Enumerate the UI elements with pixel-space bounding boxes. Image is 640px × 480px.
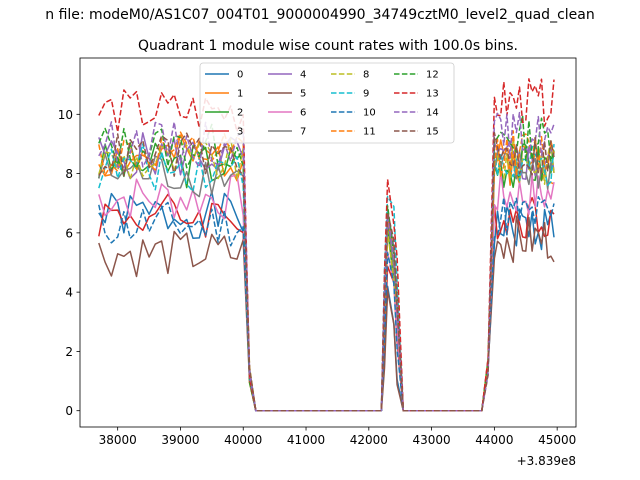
x-tick-label: 41000 [287, 433, 325, 447]
x-axis: 38000 39000 40000 41000 42000 43000 44000 45000 [99, 427, 576, 447]
series-line-14 [98, 111, 555, 412]
series-layer [98, 78, 555, 412]
legend-label-3: 3 [237, 127, 243, 138]
legend-label-7: 7 [300, 127, 306, 138]
x-axis-offset-text: +3.839e8 [517, 454, 576, 468]
axes-frame [79, 57, 577, 428]
legend-label-6: 6 [300, 108, 306, 119]
x-tick-label: 38000 [99, 433, 137, 447]
x-tick-label: 40000 [224, 433, 262, 447]
legend-box [199, 62, 455, 144]
x-tick-label: 44000 [475, 433, 513, 447]
x-tick-label: 42000 [350, 433, 388, 447]
legend-label-5: 5 [300, 89, 306, 100]
x-tick-label: 39000 [161, 433, 199, 447]
legend-label-13: 13 [426, 89, 439, 100]
series-line-15 [98, 132, 555, 412]
y-tick-label: 2 [65, 345, 73, 359]
x-tick-label: 43000 [413, 433, 451, 447]
chart-title: Quadrant 1 module wise count rates with … [138, 38, 518, 54]
y-tick-label: 0 [65, 404, 73, 418]
y-axis: 0 2 4 6 8 10 [58, 108, 80, 418]
legend-label-2: 2 [237, 108, 243, 119]
legend-label-8: 8 [363, 70, 369, 81]
figure-suptitle: n file: modeM0/AS1C07_004T01_9000004990_… [45, 7, 594, 23]
legend-label-0: 0 [237, 70, 243, 81]
legend-label-11: 11 [363, 127, 376, 138]
y-tick-label: 8 [65, 167, 73, 181]
y-tick-label: 6 [65, 226, 73, 240]
legend-label-9: 9 [363, 89, 369, 100]
legend-label-15: 15 [426, 127, 439, 138]
legend-label-1: 1 [237, 89, 243, 100]
legend-label-4: 4 [300, 70, 306, 81]
legend-label-14: 14 [426, 108, 439, 119]
legend-label-12: 12 [426, 70, 439, 81]
y-tick-label: 4 [65, 286, 73, 300]
y-tick-label: 10 [58, 108, 73, 122]
legend-label-10: 10 [363, 108, 376, 119]
x-tick-label: 45000 [538, 433, 576, 447]
